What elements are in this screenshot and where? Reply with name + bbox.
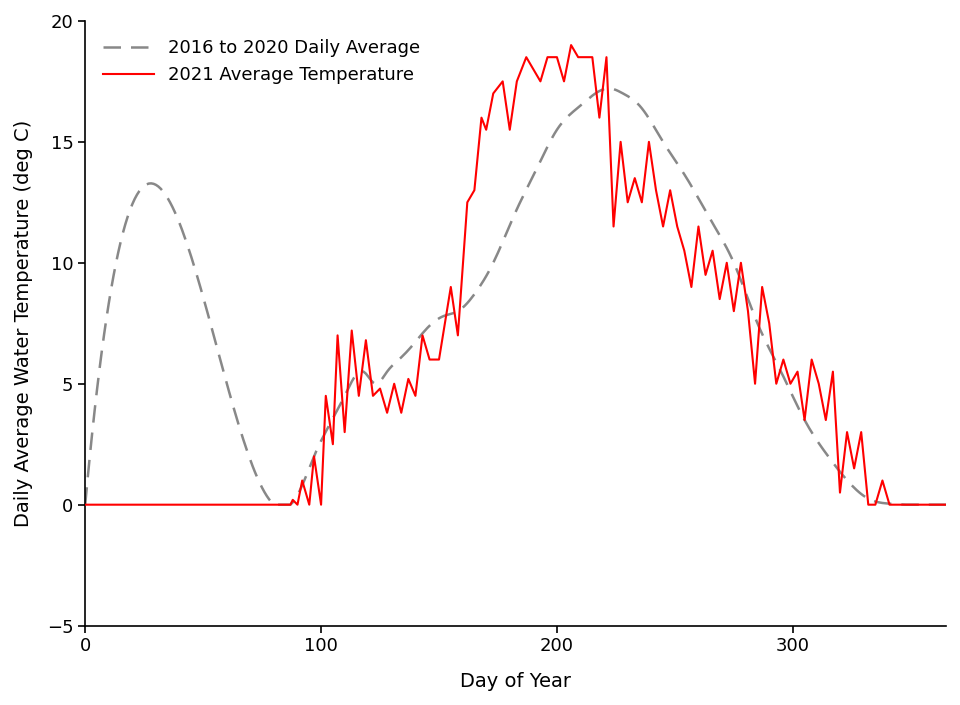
2016 to 2020 Daily Average — [544, 137, 556, 146]
2021 Average Temperature — [719, 271, 731, 279]
2021 Average Temperature — [226, 501, 237, 509]
2021 Average Temperature — [164, 501, 176, 509]
2021 Average Temperature — [565, 41, 577, 49]
2016 to 2020 Daily Average — [941, 501, 952, 509]
2021 Average Temperature — [941, 501, 952, 509]
2016 to 2020 Daily Average — [226, 396, 237, 405]
2021 Average Temperature — [80, 501, 91, 509]
X-axis label: Day of Year: Day of Year — [460, 672, 571, 691]
Y-axis label: Daily Average Water Temperature (deg C): Daily Average Water Temperature (deg C) — [13, 120, 33, 527]
2016 to 2020 Daily Average — [80, 501, 91, 509]
Legend: 2016 to 2020 Daily Average, 2021 Average Temperature: 2016 to 2020 Daily Average, 2021 Average… — [94, 30, 429, 93]
2016 to 2020 Daily Average — [603, 84, 614, 92]
2016 to 2020 Daily Average — [256, 484, 268, 492]
Line: 2016 to 2020 Daily Average: 2016 to 2020 Daily Average — [85, 88, 947, 505]
2021 Average Temperature — [671, 222, 683, 231]
2016 to 2020 Daily Average — [164, 198, 176, 207]
Line: 2021 Average Temperature: 2021 Average Temperature — [85, 45, 947, 505]
2016 to 2020 Daily Average — [671, 159, 683, 168]
2021 Average Temperature — [544, 53, 556, 61]
2021 Average Temperature — [256, 501, 268, 509]
2016 to 2020 Daily Average — [719, 240, 731, 248]
